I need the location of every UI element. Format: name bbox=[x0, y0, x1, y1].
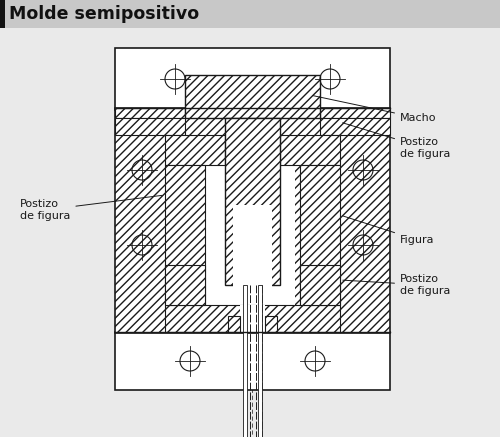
Bar bbox=[320, 108, 390, 118]
Bar bbox=[300, 265, 340, 305]
Bar bbox=[115, 118, 185, 135]
Bar bbox=[115, 108, 185, 118]
Bar bbox=[0, 0, 500, 28]
Bar bbox=[228, 316, 240, 332]
Bar bbox=[240, 305, 265, 332]
Text: Molde semipositivo: Molde semipositivo bbox=[9, 5, 199, 23]
Bar bbox=[165, 135, 225, 165]
Bar bbox=[258, 285, 262, 437]
Bar bbox=[243, 285, 247, 437]
Text: Postizo
de figura: Postizo de figura bbox=[343, 274, 450, 296]
Bar bbox=[165, 265, 205, 305]
Bar bbox=[165, 305, 340, 332]
Bar bbox=[165, 165, 205, 305]
Bar bbox=[115, 332, 390, 390]
Bar bbox=[0, 0, 5, 28]
Text: Macho: Macho bbox=[312, 96, 436, 123]
Bar bbox=[300, 165, 340, 305]
Bar bbox=[265, 316, 277, 332]
Bar bbox=[115, 108, 390, 333]
Bar bbox=[185, 75, 320, 118]
Text: Figura: Figura bbox=[342, 216, 434, 245]
Bar bbox=[205, 165, 295, 305]
Bar bbox=[280, 135, 340, 165]
Text: Postizo
de figura: Postizo de figura bbox=[20, 195, 162, 221]
Bar bbox=[115, 48, 390, 110]
Bar bbox=[225, 118, 280, 285]
Bar bbox=[320, 118, 390, 135]
Bar bbox=[225, 108, 280, 165]
Bar bbox=[233, 205, 272, 287]
Text: Postizo
de figura: Postizo de figura bbox=[342, 123, 450, 159]
